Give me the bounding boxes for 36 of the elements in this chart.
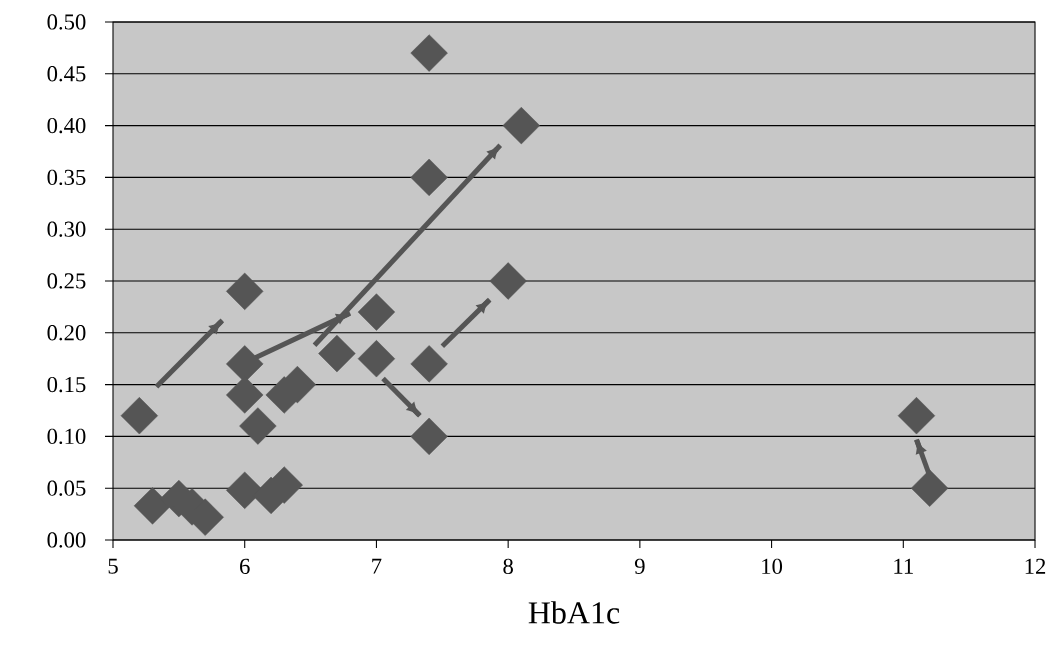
point [410,158,448,197]
x-tick-label: 5 [108,558,118,574]
y-tick-label: 0.05 [47,480,86,496]
y-tick-label: 0.30 [47,221,86,237]
x-tick-label: 11 [894,558,913,574]
x-tick-label: 6 [240,558,250,574]
point [239,407,277,445]
y-tick-label: 0.35 [47,169,86,186]
y-tick-label: 0.45 [47,66,86,82]
point [357,293,396,331]
x-tick-label: 8 [503,558,513,575]
point [410,345,448,383]
point [489,262,527,300]
x-tick-label: 12 [1025,558,1046,574]
point [357,340,396,378]
point [410,417,448,456]
point [410,34,448,72]
point [897,397,936,435]
y-tick-label: 0.50 [47,14,86,30]
x-axis-title: HbA1c [528,601,620,624]
y-tick-label: 0.15 [47,376,86,393]
y-tick-label: 0.40 [47,117,86,134]
x-tick-label: 9 [634,558,645,574]
point [133,487,172,525]
point [910,469,949,507]
y-tick-label: 0.00 [47,532,86,548]
x-tick-label: 7 [372,558,382,574]
point [226,376,264,414]
x-tick-label: 10 [762,558,783,575]
y-tick-label: 0.25 [47,273,86,289]
y-tick-label: 0.10 [47,428,86,445]
y-tick-label: 0.20 [47,325,86,341]
point [502,106,540,145]
point [226,272,264,311]
point [120,397,158,435]
point [318,334,356,373]
